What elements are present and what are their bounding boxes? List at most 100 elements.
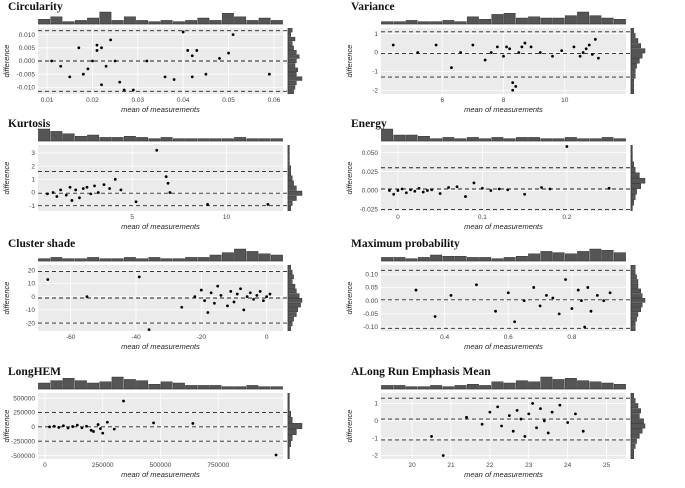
top-hist-bar [589,138,602,142]
y-tick-label: 0 [374,418,378,425]
top-hist-bar [234,386,247,390]
side-hist-bar [287,441,291,447]
x-tick-label: 250000 [92,462,114,469]
data-point [409,188,412,192]
top-hist-bar [491,137,504,142]
data-point [540,186,543,189]
side-hist-bar [287,279,293,284]
side-hist-bar [630,53,643,59]
data-point [489,189,493,192]
side-hist-bar [287,63,296,68]
side-hist-bar [287,160,290,166]
data-point [500,424,503,428]
top-hist-bar [258,17,271,25]
top-hist-bar [601,137,614,142]
top-hist-bar [442,20,455,25]
data-point [64,193,68,197]
data-point [557,312,561,316]
y-tick-label: 0.00 [365,298,378,305]
side-hist-bar [630,326,636,331]
data-point [81,72,85,76]
data-point [595,293,599,297]
data-point [112,427,116,431]
side-hist-bar [630,161,634,167]
side-hist-bar [630,265,636,270]
data-point [449,293,453,297]
side-hist-bar [287,28,293,33]
side-hist-bar [287,283,296,289]
data-point [529,45,533,49]
chart-title: Maximum probability [351,238,460,250]
top-hist-bar [564,137,577,142]
top-hist-bar [564,15,577,25]
panel-variance: Variance 6 8 10 1 0 -1 -2 mean of measurements di… [343,0,683,118]
x-tick-label: 22 [486,462,494,469]
top-hist-bar [62,377,75,390]
x-tick-label: 0.01 [41,97,54,104]
top-hist-bar [417,386,430,390]
data-point [550,410,554,414]
top-hist-bar [589,15,602,25]
x-axis-label: mean of measurements [121,342,200,351]
side-hist-bar [630,438,637,444]
data-point [413,189,417,193]
data-point [104,64,108,68]
data-point [471,43,475,47]
data-point [239,287,242,291]
data-point [100,46,103,50]
side-hist-bar [287,89,294,94]
x-tick-label: 25 [603,462,611,469]
data-point [57,426,61,429]
side-hist-bar [287,85,296,90]
data-point [558,403,562,407]
data-point [539,407,542,411]
side-hist-bar [287,453,290,459]
data-point [438,192,442,195]
data-point [546,431,550,435]
side-hist-bar [630,288,642,294]
data-point [586,286,590,289]
side-hist-bar [287,321,293,327]
top-hist-bar [430,254,443,262]
data-point [242,308,246,312]
side-hist-bar [630,408,642,414]
chart-svg: Maximum probability 0.4 0.6 0.8 0.10 0.05 0.00… [345,238,646,351]
top-hist-bar [246,251,259,262]
y-tick-label: -0.005 [17,71,36,78]
data-point [226,304,229,308]
data-point [507,414,511,417]
top-hist-bar [479,257,492,262]
chart-title: Variance [351,1,395,13]
data-point [519,417,523,421]
top-hist-bar [577,380,590,390]
top-hist-bar [528,381,541,390]
top-hist-bar [50,257,63,262]
y-tick-label: -2 [372,87,378,94]
side-hist-bar [630,43,642,49]
top-hist-bar [111,137,124,142]
x-tick-label: 0.04 [177,97,190,104]
data-point [523,192,527,196]
top-hist-bar [111,258,124,262]
data-point [497,187,501,191]
top-hist-bar [148,257,161,262]
data-point [508,47,512,51]
chart-title: Circularity [8,1,63,13]
top-hist-bar [577,11,590,25]
top-hist-bar [50,131,63,142]
top-hist-bar [503,257,516,262]
data-point [506,188,510,192]
data-point [85,424,88,428]
side-hist-bar [630,172,640,178]
data-point [511,81,515,85]
data-point [119,188,123,192]
data-point [195,49,199,52]
top-hist-bar [99,381,112,390]
data-point [190,54,194,58]
plot-background [381,265,626,331]
plot-background [38,145,283,211]
top-hist-bar [270,254,283,262]
x-axis-label: mean of measurements [464,342,543,351]
data-point [480,422,484,426]
x-tick-label: 0.03 [131,97,144,104]
